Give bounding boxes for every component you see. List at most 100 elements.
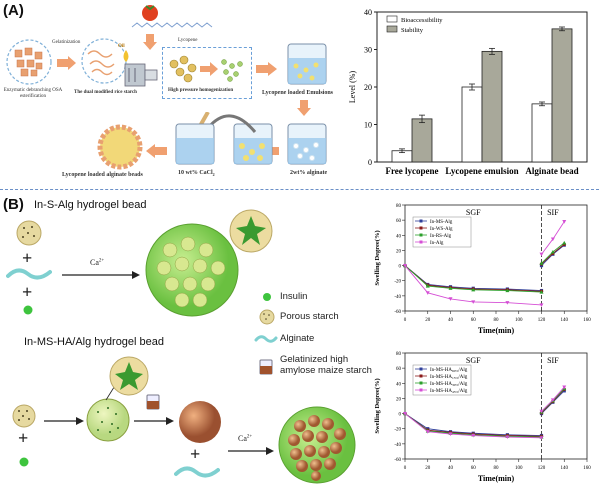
data-point bbox=[550, 249, 555, 254]
data-point bbox=[403, 411, 407, 416]
coated-bead-illustration bbox=[179, 401, 221, 443]
legend-marker bbox=[419, 388, 423, 392]
bar bbox=[461, 86, 483, 163]
legend-label: In-WS-Alg bbox=[430, 227, 453, 232]
data-point bbox=[471, 300, 476, 304]
in-ms-ha-alg-bead-illustration bbox=[278, 406, 356, 484]
y-tick-label: -40 bbox=[394, 295, 401, 300]
data-point bbox=[539, 436, 544, 440]
beads-label: Lycopene loaded alginate beads bbox=[62, 172, 143, 178]
data-point bbox=[505, 435, 510, 440]
legend-label: In-MS-HA60%/Alg bbox=[430, 368, 468, 373]
droplet-beaker-icon bbox=[233, 123, 273, 165]
cacl2-beaker-icon bbox=[175, 112, 215, 165]
insulin-legend-icon bbox=[263, 293, 271, 301]
data-point bbox=[539, 303, 544, 307]
y-tick-label: 20 bbox=[396, 249, 402, 254]
emulsion-beaker-icon bbox=[287, 43, 327, 85]
arrow-down-icon bbox=[297, 100, 311, 116]
panel-a-label: (A) bbox=[3, 2, 24, 19]
legend-label: Bioaccessibility bbox=[401, 17, 443, 24]
homogenizer-nozzle-icon bbox=[124, 63, 158, 87]
data-point bbox=[550, 398, 555, 402]
sif-label: SIF bbox=[547, 208, 559, 217]
y-tick-label: 0 bbox=[399, 265, 402, 270]
legend-box bbox=[412, 364, 472, 396]
data-point bbox=[562, 240, 567, 245]
legend-alginate: Alginate bbox=[280, 333, 315, 344]
x-tick-label: 100 bbox=[515, 318, 523, 323]
y-tick-label: -40 bbox=[394, 443, 401, 448]
dual-starch-label: The dual modified rice starch bbox=[74, 90, 137, 95]
x-tick-label: 120 bbox=[538, 318, 546, 323]
legend-label: In-MS-HA15%/Alg bbox=[430, 375, 468, 380]
data-point bbox=[425, 291, 430, 295]
arrow-right-icon bbox=[228, 447, 274, 455]
series-line bbox=[404, 413, 542, 439]
y-tick-label: 40 bbox=[364, 8, 372, 17]
insulin-icon bbox=[19, 457, 29, 467]
plus-icon: + bbox=[22, 282, 33, 302]
emulsions-label: Lycopene loaded Emulsions bbox=[262, 90, 334, 96]
legend-box bbox=[412, 216, 472, 248]
y-tick-label: -60 bbox=[394, 310, 401, 315]
legend-marker bbox=[419, 381, 423, 385]
ca-ion-label: Ca2+ bbox=[90, 258, 105, 267]
x-tick-label: 60 bbox=[471, 318, 477, 323]
x-tick-label: 140 bbox=[561, 318, 569, 323]
enzymatic-label: Enzymatic debranching OSA esterification bbox=[3, 88, 63, 99]
data-point bbox=[550, 237, 555, 242]
ca-ion-label: Ca2+ bbox=[238, 434, 253, 443]
series-line bbox=[404, 413, 542, 437]
y-tick-label: 80 bbox=[396, 352, 402, 357]
bar bbox=[531, 103, 553, 163]
x-tick-label: 20 bbox=[425, 318, 431, 323]
zoom-porous-starch-illustration bbox=[105, 356, 149, 401]
x-tick-label: Alginate bead bbox=[525, 166, 578, 176]
data-point bbox=[471, 287, 476, 292]
arrow-right-icon bbox=[134, 417, 174, 425]
y-tick-label: -20 bbox=[394, 428, 401, 433]
y-tick-label: 0 bbox=[368, 158, 372, 167]
y-axis-label: Swelling Degree(%) bbox=[374, 378, 381, 433]
x-tick-label: 140 bbox=[561, 466, 569, 471]
porous-starch-icon bbox=[16, 220, 42, 246]
lycopene-label: Lycopene bbox=[178, 38, 198, 43]
plus-icon: + bbox=[22, 248, 33, 268]
data-point bbox=[425, 284, 430, 288]
legend-marker bbox=[419, 374, 423, 378]
data-point bbox=[448, 286, 453, 290]
bar bbox=[551, 28, 573, 163]
data-point bbox=[539, 290, 544, 294]
legend-label: In-MS-HA45%/Alg bbox=[430, 389, 468, 394]
porous-starch-loaded-illustration bbox=[86, 398, 130, 442]
data-point bbox=[448, 432, 453, 437]
alginate-legend-icon bbox=[254, 335, 278, 343]
data-point bbox=[425, 430, 430, 434]
data-point bbox=[403, 263, 407, 268]
alginate-chain-icon bbox=[174, 466, 220, 478]
legend-marker bbox=[419, 240, 423, 244]
porous-starch-legend-icon bbox=[259, 309, 275, 325]
legend-label: In-RS-Alg bbox=[430, 234, 452, 239]
legend-insulin: Insulin bbox=[280, 291, 308, 302]
data-point bbox=[539, 261, 544, 265]
data-point bbox=[562, 220, 567, 224]
x-tick-label: 40 bbox=[448, 318, 454, 323]
y-tick-label: 20 bbox=[364, 83, 372, 92]
homogenization-box bbox=[162, 47, 252, 99]
legend-swatch bbox=[386, 25, 398, 33]
x-tick-label: 160 bbox=[583, 466, 591, 471]
porous-starch-icon bbox=[12, 404, 36, 428]
x-tick-label: 0 bbox=[404, 318, 407, 323]
data-point bbox=[448, 297, 453, 301]
y-tick-label: 10 bbox=[364, 121, 372, 130]
legend-marker bbox=[419, 233, 423, 237]
series-line bbox=[404, 265, 542, 306]
x-tick-label: 40 bbox=[448, 466, 454, 471]
series-line bbox=[404, 265, 542, 292]
panel-b-label: (B) bbox=[3, 196, 24, 213]
rice-starch-granule-illustration bbox=[6, 39, 52, 85]
bar-chart: 0 10 20 30 40 Level (%) Free lycopene Lycopene … bbox=[348, 8, 588, 176]
legend-marker bbox=[419, 226, 423, 230]
